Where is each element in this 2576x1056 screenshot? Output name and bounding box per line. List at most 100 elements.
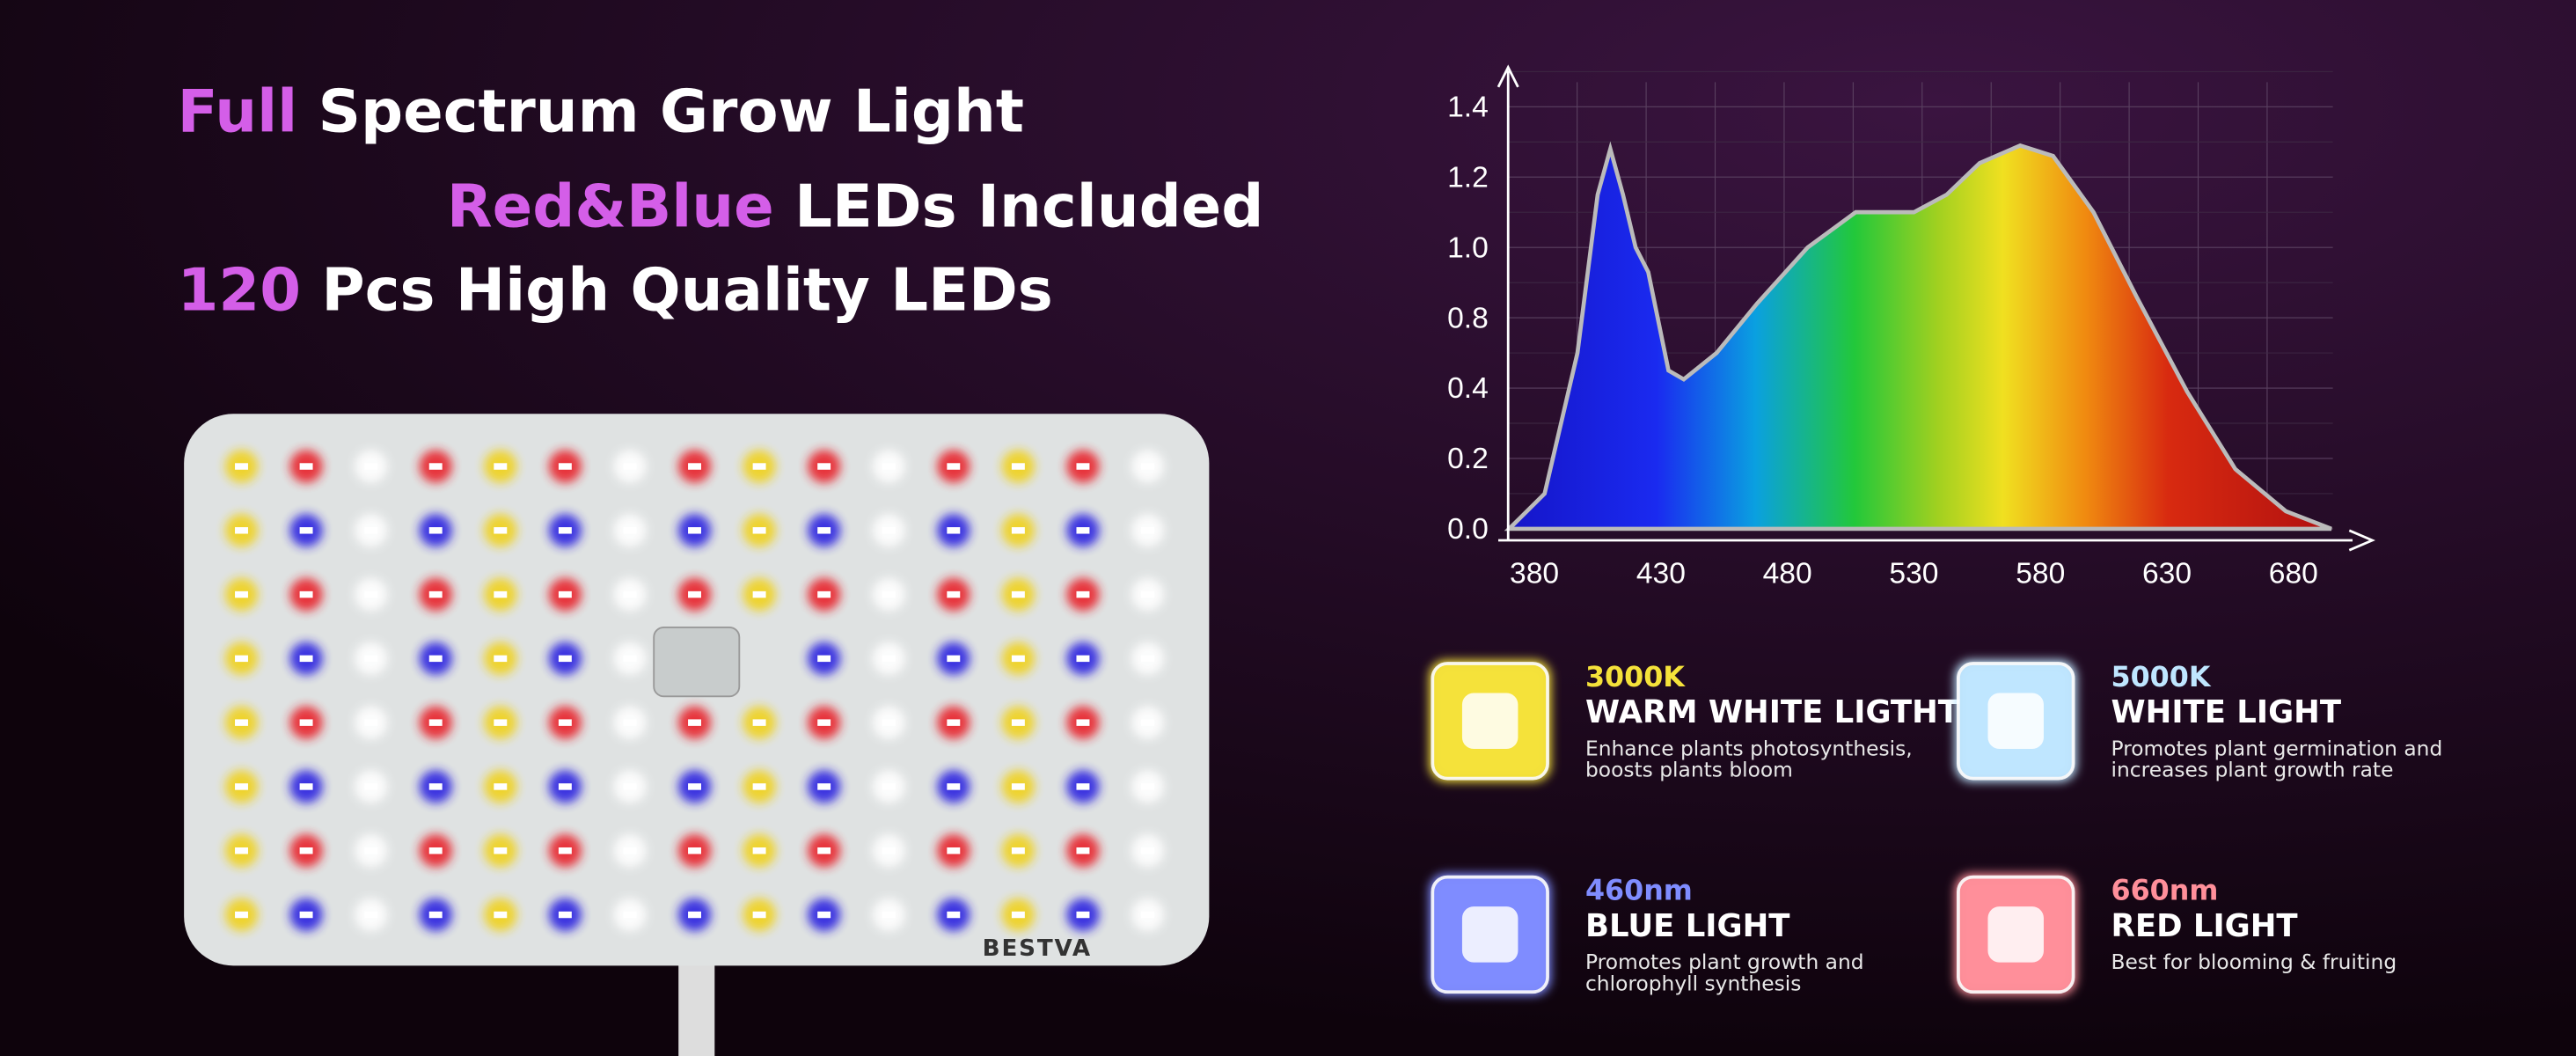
led — [947, 527, 961, 534]
led — [364, 655, 378, 663]
led — [558, 911, 572, 919]
axes — [1497, 64, 2376, 552]
led — [623, 590, 637, 598]
card-title: WHITE LIGHT — [2111, 694, 2342, 730]
led — [494, 590, 508, 598]
led — [688, 719, 701, 726]
led — [1141, 719, 1154, 726]
card-title: WARM WHITE LIGTHT — [1585, 694, 1959, 730]
headline-1: Full Spectrum Grow Light — [178, 77, 1024, 145]
led — [364, 847, 378, 854]
led — [494, 783, 508, 790]
led — [817, 911, 831, 919]
led — [558, 527, 572, 534]
x-tick-label: 380 — [1510, 558, 1559, 590]
led — [235, 463, 248, 470]
led — [235, 590, 248, 598]
led — [299, 655, 313, 663]
x-tick-label: 580 — [2016, 558, 2065, 590]
card-icon-core — [1987, 693, 2044, 750]
card-icon-core — [1461, 906, 1519, 963]
card-desc: boosts plants bloom — [1585, 758, 1793, 782]
led — [364, 911, 378, 919]
led — [428, 719, 443, 726]
card-icon-core — [1987, 906, 2044, 963]
led — [494, 463, 508, 470]
led — [494, 847, 508, 854]
brand: BESTVA — [983, 935, 1092, 962]
led — [235, 847, 248, 854]
card-desc: increases plant growth rate — [2111, 758, 2394, 782]
led — [882, 655, 896, 663]
led — [882, 463, 896, 470]
card-desc: Enhance plants photosynthesis, — [1585, 736, 1913, 760]
led — [558, 655, 572, 663]
card-desc: Promotes plant germination and — [2111, 736, 2443, 760]
x-tick-label: 430 — [1636, 558, 1686, 590]
led — [235, 655, 248, 663]
led — [299, 463, 313, 470]
led — [1141, 527, 1154, 534]
led — [558, 463, 572, 470]
led — [882, 911, 896, 919]
led — [947, 463, 961, 470]
x-tick-label: 680 — [2269, 558, 2318, 590]
card-title: RED LIGHT — [2111, 908, 2298, 944]
led — [1011, 847, 1025, 854]
led — [623, 655, 637, 663]
led — [1011, 463, 1025, 470]
led — [817, 719, 831, 726]
card-key: 5000K — [2111, 662, 2212, 693]
led — [364, 590, 378, 598]
led — [752, 847, 766, 854]
led — [299, 783, 313, 790]
y-tick-label: 1.0 — [1447, 231, 1489, 264]
led — [688, 590, 701, 598]
led — [428, 655, 443, 663]
led — [623, 783, 637, 790]
led — [947, 655, 961, 663]
led — [1076, 655, 1090, 663]
led — [752, 463, 766, 470]
led — [1141, 590, 1154, 598]
led — [1141, 847, 1154, 854]
card-desc: Promotes plant growth and — [1585, 950, 1864, 974]
led — [947, 847, 961, 854]
led — [1141, 783, 1154, 790]
led — [558, 847, 572, 854]
led — [494, 655, 508, 663]
led — [882, 783, 896, 790]
led — [1011, 527, 1025, 534]
led — [1141, 655, 1154, 663]
led — [235, 783, 248, 790]
led — [1076, 783, 1090, 790]
led — [817, 590, 831, 598]
led — [364, 527, 378, 534]
led — [947, 783, 961, 790]
led — [623, 911, 637, 919]
headline-2: Red&Blue LEDs Included — [447, 172, 1263, 241]
led — [494, 527, 508, 534]
led — [688, 911, 701, 919]
led — [299, 527, 313, 534]
y-tick-label: 1.2 — [1447, 161, 1489, 194]
led — [817, 783, 831, 790]
led — [1011, 590, 1025, 598]
card-key: 460nm — [1585, 876, 1693, 907]
y-tick-label: 1.4 — [1447, 92, 1489, 124]
x-tick-label: 530 — [1889, 558, 1938, 590]
stand — [678, 960, 715, 1056]
led — [882, 527, 896, 534]
led — [623, 527, 637, 534]
led — [494, 719, 508, 726]
card-key: 660nm — [2111, 876, 2219, 907]
card-desc: chlorophyll synthesis — [1585, 971, 1801, 995]
spectrum-chart: 0.0 0.2 0.4 0.8 1.0 1.2 1.4 380 430 480 530 580 630 6… — [1447, 64, 2376, 590]
led — [817, 463, 831, 470]
led — [428, 527, 443, 534]
x-tick-label: 630 — [2142, 558, 2192, 590]
led-grid — [224, 450, 1165, 932]
led — [299, 719, 313, 726]
led — [752, 590, 766, 598]
